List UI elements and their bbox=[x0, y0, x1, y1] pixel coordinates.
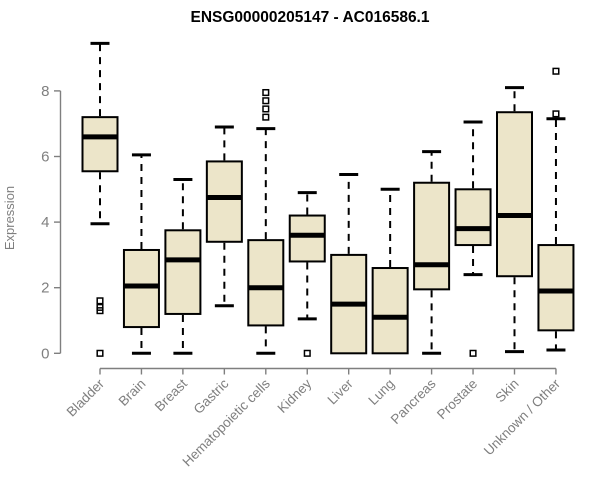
chart-title: ENSG00000205147 - AC016586.1 bbox=[191, 9, 430, 26]
box bbox=[247, 239, 285, 327]
box bbox=[164, 229, 202, 315]
box bbox=[413, 181, 451, 291]
boxplot-breast bbox=[164, 177, 202, 355]
box bbox=[537, 244, 575, 332]
boxplot-brain bbox=[122, 153, 160, 355]
y-tick-label: 6 bbox=[41, 149, 49, 166]
x-tick-label: Breast bbox=[152, 376, 190, 414]
box bbox=[288, 214, 326, 263]
box bbox=[496, 111, 533, 278]
outlier-point bbox=[262, 113, 270, 121]
y-tick-label: 2 bbox=[41, 280, 49, 297]
boxplot-unknown-other bbox=[537, 67, 575, 352]
x-tick-label: Pancreas bbox=[388, 376, 439, 427]
x-tick-label: Kidney bbox=[275, 376, 315, 416]
outlier-point bbox=[96, 297, 104, 305]
boxplot-series bbox=[81, 41, 575, 357]
y-tick-label: 4 bbox=[41, 214, 49, 231]
boxplot-kidney bbox=[288, 191, 326, 357]
x-tick-label: Skin bbox=[492, 376, 521, 405]
x-tick-label: Prostate bbox=[434, 376, 480, 422]
x-tick-label: Bladder bbox=[64, 376, 108, 420]
y-tick-label: 8 bbox=[41, 83, 49, 100]
box bbox=[81, 116, 119, 173]
x-tick-label: Lung bbox=[365, 376, 397, 408]
y-tick-label: 0 bbox=[41, 345, 49, 362]
outlier-point bbox=[552, 67, 560, 75]
outlier-point bbox=[469, 349, 477, 357]
outlier-point bbox=[96, 349, 104, 357]
outlier-point bbox=[262, 88, 270, 97]
x-tick-label: Liver bbox=[325, 376, 357, 408]
outlier-point bbox=[262, 97, 270, 105]
y-axis-label: Expression bbox=[2, 186, 17, 250]
boxplot-bladder bbox=[81, 41, 119, 357]
box bbox=[205, 160, 243, 243]
outlier-point bbox=[303, 349, 311, 357]
boxplot-prostate bbox=[454, 120, 492, 357]
box bbox=[371, 267, 409, 355]
boxplot-lung bbox=[371, 187, 409, 355]
boxplot-hematopoietic-cells bbox=[247, 88, 285, 355]
boxplot-gastric bbox=[205, 125, 243, 308]
x-tick-label: Brain bbox=[116, 376, 149, 409]
boxplot-pancreas bbox=[413, 150, 451, 355]
outlier-point bbox=[96, 307, 104, 315]
outlier-point bbox=[552, 110, 560, 118]
boxplot-liver bbox=[330, 173, 368, 355]
x-tick-label: Gastric bbox=[191, 376, 232, 417]
boxplot-skin bbox=[496, 86, 533, 354]
box bbox=[454, 188, 492, 247]
outlier-point bbox=[262, 105, 270, 113]
x-tick-label: Unknown / Other bbox=[481, 376, 564, 459]
